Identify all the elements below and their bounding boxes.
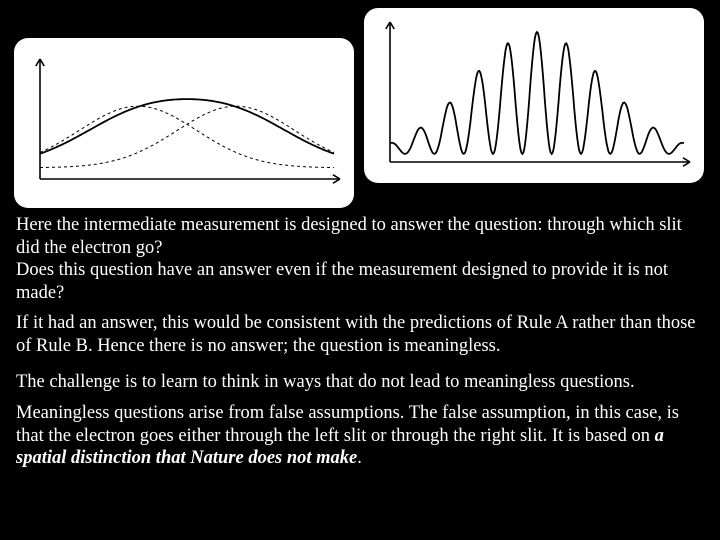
- paragraph-2: If it had an answer, this would be consi…: [16, 312, 704, 357]
- chart-right: [374, 16, 694, 176]
- charts-row: [0, 0, 720, 208]
- paragraph-3: The challenge is to learn to think in wa…: [16, 371, 704, 394]
- chart-left: [24, 53, 344, 193]
- paragraph-1: Here the intermediate measurement is des…: [16, 214, 704, 304]
- body-text: Here the intermediate measurement is des…: [0, 208, 720, 470]
- chart-left-card: [14, 38, 354, 208]
- chart-right-card: [364, 8, 704, 183]
- p1a: Here the intermediate measurement is des…: [16, 215, 682, 258]
- p4a: Meaningless questions arise from false a…: [16, 403, 679, 446]
- paragraph-4: Meaningless questions arise from false a…: [16, 402, 704, 470]
- p4b: .: [357, 448, 362, 468]
- p1b: Does this question have an answer even i…: [16, 260, 668, 303]
